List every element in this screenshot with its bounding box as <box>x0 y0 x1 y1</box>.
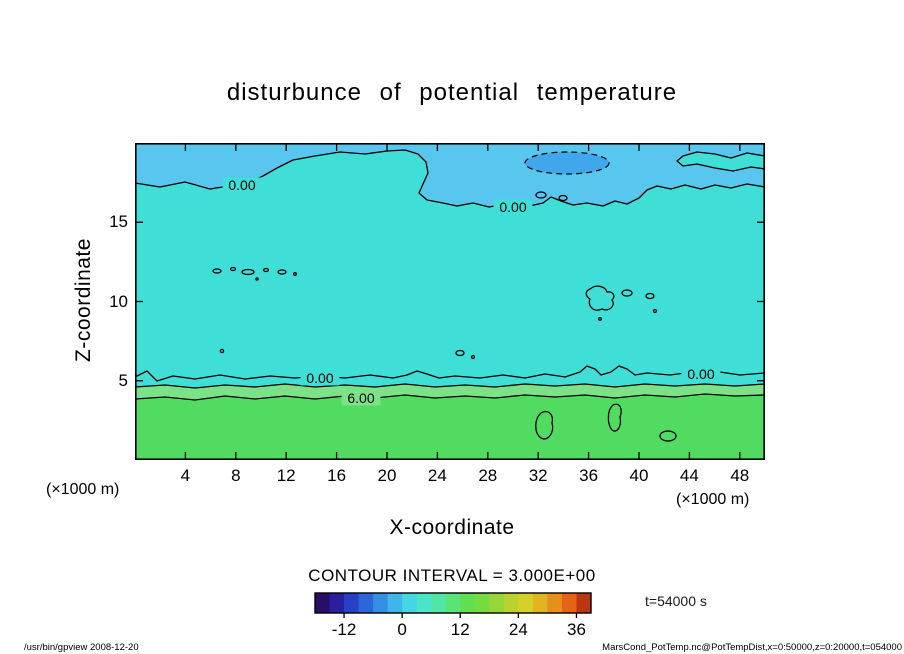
plot-frame <box>135 143 765 460</box>
contour-interval-label: CONTOUR INTERVAL = 3.000E+00 <box>308 566 596 585</box>
x-axis-title: X-coordinate <box>389 516 515 539</box>
colorbar-tick-label: 24 <box>508 620 528 639</box>
y-axis-title: Z-coordinate <box>72 238 95 362</box>
x-tick-label: 36 <box>579 466 599 485</box>
x-tick-label: 8 <box>231 466 241 485</box>
x-tick-label: 24 <box>427 466 447 485</box>
x-tick-label: 12 <box>276 466 296 485</box>
x-axis-unit: (×1000 m) <box>676 491 750 508</box>
chart-title: disturbunce of potential temperature <box>226 79 678 106</box>
x-tick-label: 44 <box>679 466 699 485</box>
contour-lines <box>135 149 765 442</box>
cold-anomaly-patch <box>525 152 609 174</box>
contour-labels: 0.00 0.00 0.00 0.00 6.00 <box>222 177 721 406</box>
y-axis-unit: (×1000 m) <box>46 481 120 498</box>
contour-plot: 0.00 0.00 0.00 0.00 6.00 <box>135 143 765 460</box>
svg-text:0.00: 0.00 <box>499 199 526 215</box>
x-tick-label: 40 <box>629 466 649 485</box>
svg-text:6.00: 6.00 <box>347 390 374 406</box>
x-tick-label: 28 <box>478 466 498 485</box>
svg-text:0.00: 0.00 <box>228 177 255 193</box>
y-tick-label: 5 <box>118 370 128 390</box>
colorbar-tick-label: 36 <box>567 620 586 639</box>
colorbar-tick-label: 0 <box>397 620 407 639</box>
time-label: t=54000 s <box>645 593 707 609</box>
dashed-negative-contour <box>524 151 610 175</box>
x-tick-label: 48 <box>730 466 750 485</box>
x-tick-label: 20 <box>377 466 397 485</box>
colorbar-tick-label: 12 <box>450 620 470 639</box>
y-tick-label: 15 <box>109 212 128 232</box>
x-tick-label: 4 <box>180 466 191 485</box>
colorbar <box>314 592 592 618</box>
colorbar-tick-label: -12 <box>331 620 357 639</box>
svg-text:0.00: 0.00 <box>306 370 333 386</box>
y-tick-label: 10 <box>109 291 128 311</box>
svg-text:0.00: 0.00 <box>687 366 714 382</box>
x-tick-label: 16 <box>327 466 347 485</box>
footer-command: /usr/bin/gpview 2008-12-20 <box>24 642 139 653</box>
footer-file-info: MarsCond_PotTemp.nc@PotTempDist,x=0:5000… <box>602 642 902 653</box>
x-tick-label: 32 <box>528 466 548 485</box>
